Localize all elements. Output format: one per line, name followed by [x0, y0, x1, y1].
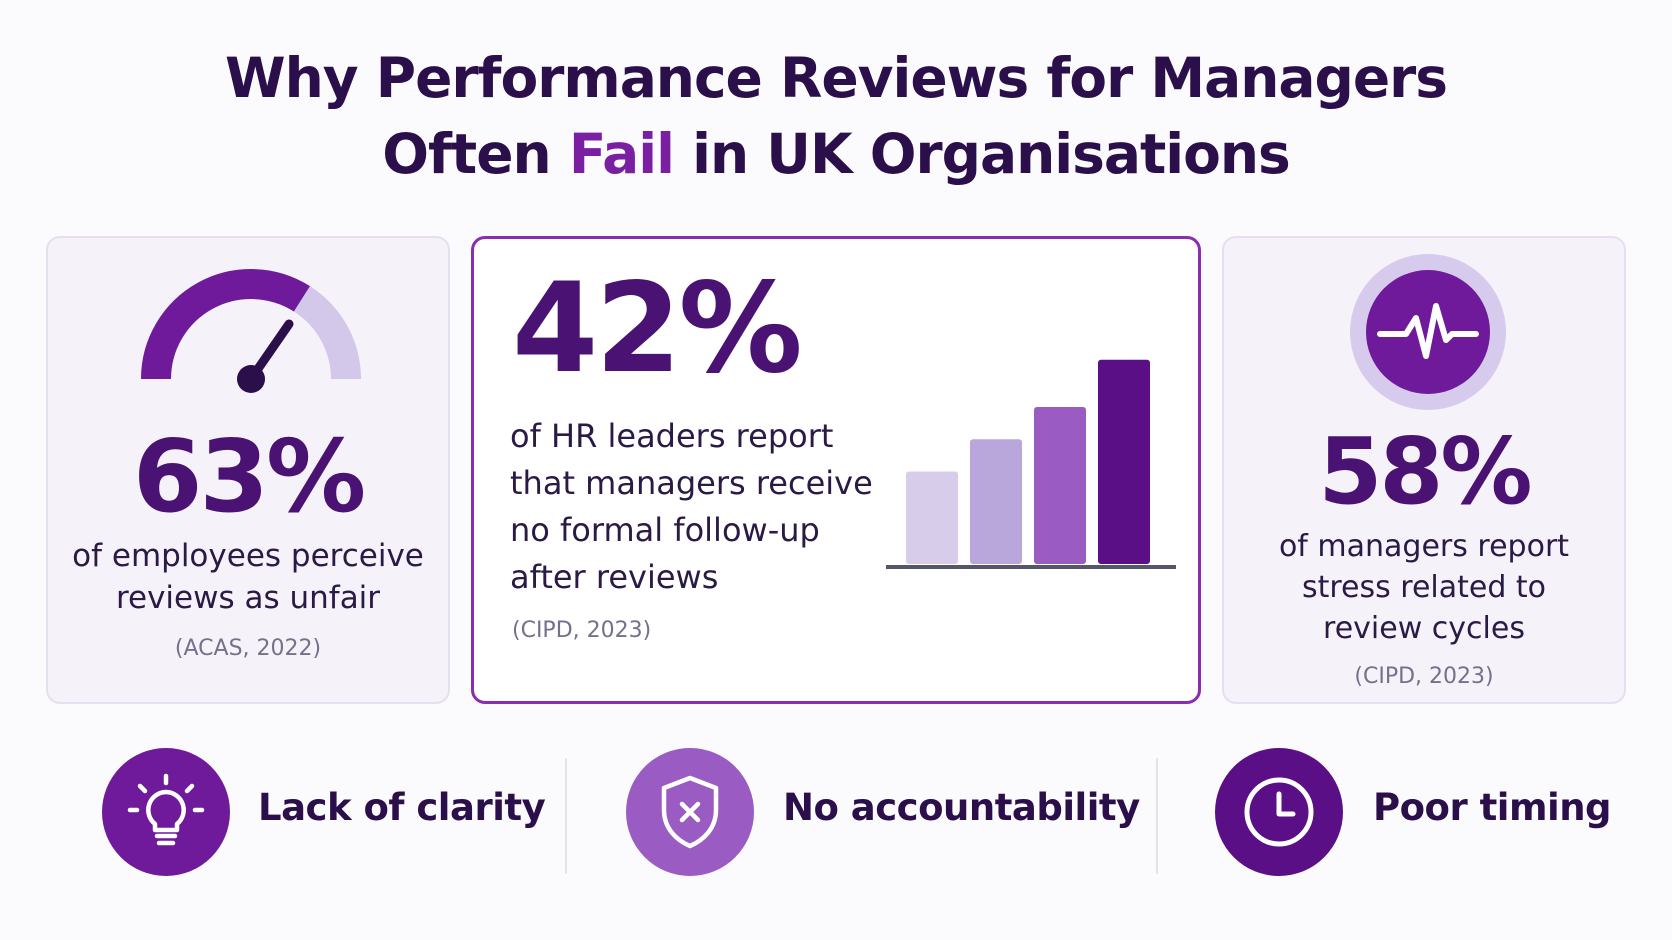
reason-lack-of-clarity: Lack of clarity [102, 748, 562, 878]
stat-description-managers: of managers report stress related to rev… [1224, 526, 1624, 649]
bar-chart-icon [886, 359, 1176, 569]
stat-description-line: no formal follow-up [510, 511, 820, 549]
page-title: Why Performance Reviews for Managers Oft… [0, 40, 1672, 192]
decorative-bar [970, 439, 1022, 564]
shield-x-icon [626, 748, 754, 876]
stat-source-managers: (CIPD, 2023) [1354, 664, 1494, 689]
stat-description-line: of managers report [1278, 529, 1570, 564]
stat-description-line: review cycles [1323, 611, 1525, 646]
stat-description-line: stress related to [1301, 570, 1547, 605]
stat-value-managers: 58% [1318, 418, 1532, 525]
stat-source-hr-leaders: (CIPD, 2023) [512, 618, 652, 643]
stat-description-line: that managers receive [510, 464, 873, 502]
reason-no-accountability: No accountability [626, 748, 1140, 878]
stat-value-hr-leaders: 42% [512, 257, 803, 401]
gauge-icon [141, 269, 361, 393]
decorative-bar [1034, 407, 1086, 564]
reason-label: Lack of clarity [258, 786, 546, 829]
decorative-bar [906, 471, 958, 564]
stat-card-employees: 63% of employees perceive reviews as unf… [46, 236, 450, 704]
reason-poor-timing: Poor timing [1215, 748, 1635, 878]
clock-icon [1215, 748, 1343, 876]
title-accent-word: Fail [568, 122, 675, 186]
title-line-2: Often Fail in UK Organisations [0, 116, 1672, 192]
stat-value-employees: 63% [132, 418, 366, 535]
stat-description-hr-leaders: of HR leaders report that managers recei… [510, 413, 873, 601]
pulse-icon [1350, 254, 1506, 410]
title-line-2-end: in UK Organisations [673, 122, 1291, 186]
reason-label: No accountability [783, 786, 1140, 829]
stat-description-line: of employees perceive [72, 538, 424, 574]
divider [565, 758, 567, 874]
stat-card-hr-leaders: 42% of HR leaders report that managers r… [471, 236, 1201, 704]
stat-card-managers: 58% of managers report stress related to… [1222, 236, 1626, 704]
stat-description-employees: of employees perceive reviews as unfair [48, 535, 448, 619]
reason-label: Poor timing [1373, 786, 1612, 829]
decorative-bar [1098, 359, 1150, 564]
stat-source-employees: (ACAS, 2022) [174, 636, 322, 661]
stat-description-line: after reviews [510, 558, 719, 596]
title-line-2-start: Often [382, 122, 569, 186]
title-line-1: Why Performance Reviews for Managers [224, 46, 1448, 110]
stat-description-line: reviews as unfair [115, 580, 381, 616]
stat-description-line: of HR leaders report [510, 417, 834, 455]
divider [1156, 758, 1158, 874]
lightbulb-icon [102, 748, 230, 876]
